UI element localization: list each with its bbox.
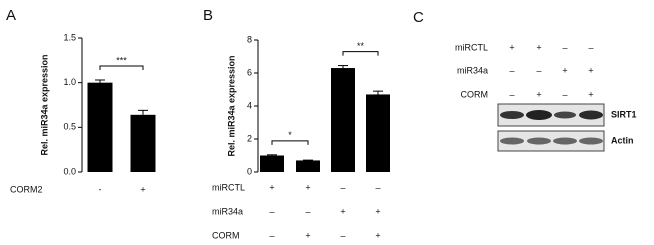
significance-label: ** — [357, 41, 365, 51]
condition-mark: – — [588, 42, 593, 52]
condition-mark: – — [269, 206, 274, 216]
condition-mark: – — [562, 42, 567, 52]
y-tick-label: 8 — [247, 34, 252, 44]
condition-mark: + — [536, 42, 541, 52]
condition-mark: – — [509, 65, 514, 75]
condition-mark: + — [509, 42, 514, 52]
condition-label: CORM — [461, 89, 489, 99]
significance-bracket — [99, 65, 144, 70]
significance-bracket — [342, 51, 379, 56]
bar — [130, 114, 156, 172]
condition-mark: + — [340, 206, 345, 216]
y-tick-label: 1.0 — [63, 77, 76, 87]
bar — [260, 155, 284, 172]
condition-label: miRCTL — [212, 182, 245, 192]
significance-label: * — [288, 130, 292, 140]
band — [579, 137, 603, 145]
band — [579, 110, 603, 120]
condition-mark: – — [340, 230, 345, 240]
condition-mark: + — [588, 89, 593, 99]
panel-label: B — [203, 7, 213, 24]
y-tick-label: 4 — [247, 100, 252, 110]
condition-mark: + — [140, 184, 145, 194]
y-tick-label: 2 — [247, 133, 252, 143]
condition-label: miR34a — [212, 206, 243, 216]
y-axis-label: Rel. miR34a expression — [39, 54, 49, 155]
band — [527, 137, 551, 145]
condition-mark: + — [562, 65, 567, 75]
y-tick-label: 1.5 — [63, 32, 76, 42]
band — [500, 111, 524, 119]
condition-mark: – — [509, 89, 514, 99]
y-tick-label: 0.5 — [63, 122, 76, 132]
condition-mark: + — [269, 182, 274, 192]
bar — [87, 82, 113, 172]
condition-label: CORM — [212, 230, 240, 240]
y-tick-label: 6 — [247, 67, 252, 77]
condition-mark: - — [99, 184, 102, 194]
significance-label: *** — [116, 55, 127, 65]
condition-label: CORM2 — [10, 184, 43, 194]
condition-mark: – — [305, 206, 310, 216]
condition-mark: + — [375, 230, 380, 240]
condition-mark: + — [375, 206, 380, 216]
panel-label: A — [6, 7, 16, 24]
band — [526, 110, 552, 120]
significance-bracket — [271, 140, 309, 145]
band — [553, 137, 577, 145]
bar — [366, 94, 390, 172]
band — [554, 111, 576, 119]
panel-label: C — [413, 9, 424, 26]
condition-mark: + — [536, 89, 541, 99]
condition-label: miR34a — [457, 65, 488, 75]
bar — [331, 68, 355, 172]
y-axis-label: Rel. miR34a expression — [226, 55, 236, 156]
band — [500, 137, 524, 145]
bar — [296, 160, 320, 172]
condition-mark: + — [305, 182, 310, 192]
condition-mark: – — [269, 230, 274, 240]
condition-mark: – — [340, 182, 345, 192]
y-tick-label: 0 — [247, 166, 252, 176]
band-label: Actin — [611, 135, 634, 145]
condition-mark: + — [305, 230, 310, 240]
condition-mark: – — [536, 65, 541, 75]
band-label: SIRT1 — [611, 109, 637, 119]
condition-mark: + — [588, 65, 593, 75]
condition-mark: – — [375, 182, 380, 192]
condition-label: miRCTL — [455, 42, 488, 52]
condition-mark: – — [562, 89, 567, 99]
y-tick-label: 0.0 — [63, 166, 76, 176]
